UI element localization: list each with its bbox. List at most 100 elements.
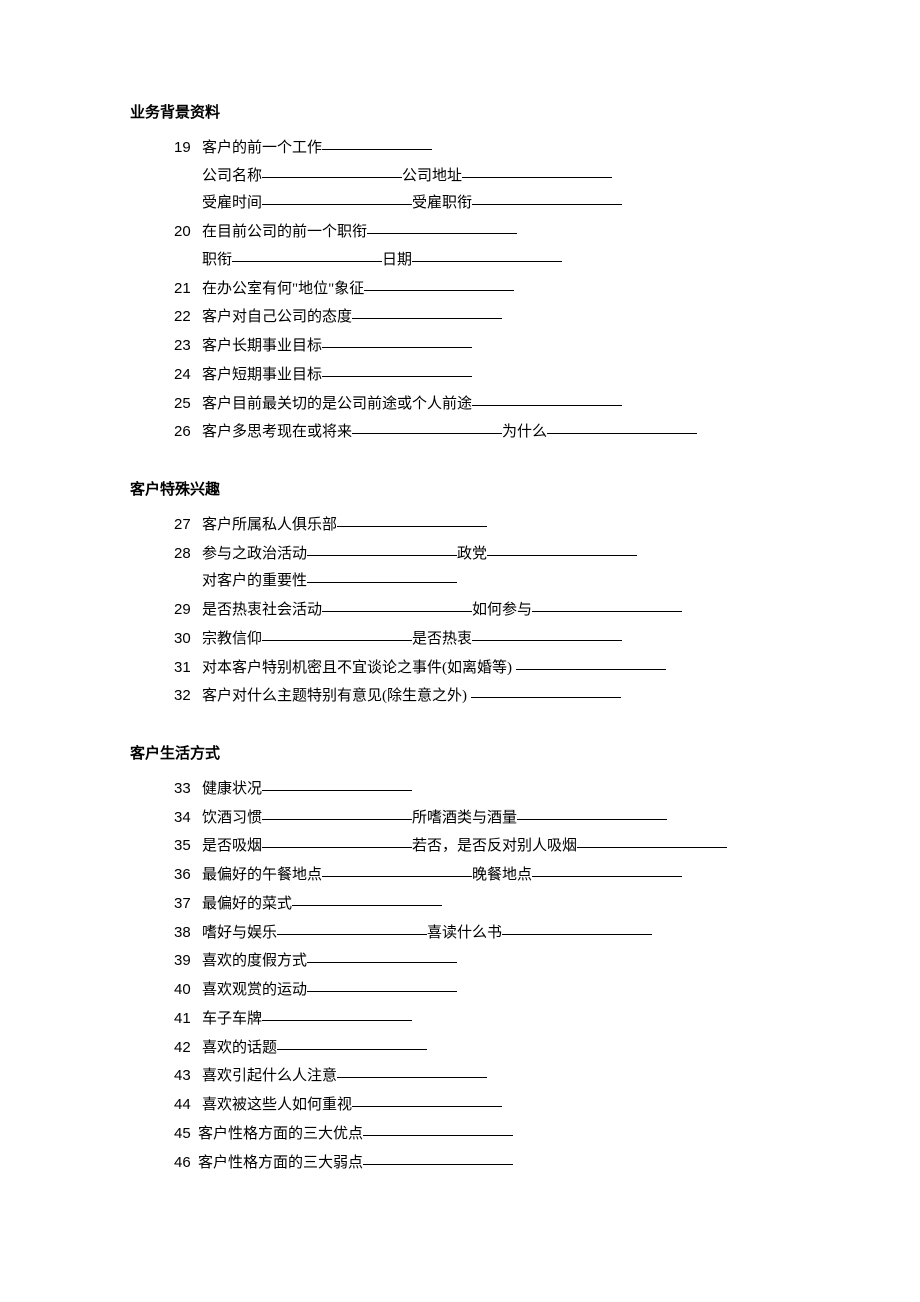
field-label: 车子车牌 xyxy=(202,1011,262,1027)
blank-line xyxy=(322,862,472,877)
blank-line xyxy=(462,163,612,178)
item-number: 30 xyxy=(174,625,202,653)
item-content: 宗教信仰是否热衷 xyxy=(202,626,800,654)
blank-line xyxy=(307,541,457,556)
item-number: 34 xyxy=(174,804,202,832)
item-row: 39喜欢的度假方式 xyxy=(174,947,800,976)
sub-row: 对客户的重要性 xyxy=(174,568,800,596)
blank-line xyxy=(262,190,412,205)
item-number: 37 xyxy=(174,890,202,918)
blank-line xyxy=(472,391,622,406)
item-number: 24 xyxy=(174,361,202,389)
field-label: 喜欢被这些人如何重视 xyxy=(202,1097,352,1113)
field-label: 如何参与 xyxy=(472,602,532,618)
item-row: 34饮酒习惯所嗜酒类与酒量 xyxy=(174,804,800,833)
item-row: 28参与之政治活动政党 xyxy=(174,540,800,569)
item-content: 在办公室有何"地位"象征 xyxy=(202,276,800,304)
blank-line xyxy=(472,626,622,641)
field-label: 客户对自己公司的态度 xyxy=(202,309,352,325)
item-number: 43 xyxy=(174,1062,202,1090)
item-content: 饮酒习惯所嗜酒类与酒量 xyxy=(202,805,800,833)
blank-line xyxy=(471,683,621,698)
blank-line xyxy=(532,597,682,612)
field-label: 健康状况 xyxy=(202,781,262,797)
item-number: 44 xyxy=(174,1091,202,1119)
item-row: 35是否吸烟若否，是否反对别人吸烟 xyxy=(174,832,800,861)
section-heading: 客户生活方式 xyxy=(130,741,800,769)
blank-line xyxy=(262,833,412,848)
field-label: 是否热衷社会活动 xyxy=(202,602,322,618)
field-label: 客户目前最关切的是公司前途或个人前途 xyxy=(202,396,472,412)
blank-line xyxy=(502,920,652,935)
field-label: 客户性格方面的三大弱点 xyxy=(198,1155,363,1171)
item-list: 19客户的前一个工作公司名称公司地址受雇时间受雇职衔20在目前公司的前一个职衔职… xyxy=(130,134,800,447)
item-content: 喜欢的度假方式 xyxy=(202,948,800,976)
blank-line xyxy=(322,135,432,150)
item-number: 45 xyxy=(174,1120,198,1148)
item-content: 客户性格方面的三大弱点 xyxy=(198,1150,800,1178)
field-label: 客户所属私人俱乐部 xyxy=(202,517,337,533)
item-number: 33 xyxy=(174,775,202,803)
field-label: 最偏好的菜式 xyxy=(202,896,292,912)
blank-line xyxy=(363,1121,513,1136)
item-content: 在目前公司的前一个职衔 xyxy=(202,219,800,247)
item-row: 22客户对自己公司的态度 xyxy=(174,303,800,332)
item-number: 32 xyxy=(174,682,202,710)
item-row: 21在办公室有何"地位"象征 xyxy=(174,275,800,304)
blank-line xyxy=(363,1150,513,1165)
item-number: 26 xyxy=(174,418,202,446)
sub-row: 职衔日期 xyxy=(174,247,800,275)
item-row: 29是否热衷社会活动如何参与 xyxy=(174,596,800,625)
blank-line xyxy=(277,920,427,935)
item-number: 40 xyxy=(174,976,202,1004)
field-label: 为什么 xyxy=(502,424,547,440)
item-row: 26客户多思考现在或将来为什么 xyxy=(174,418,800,447)
field-label: 客户长期事业目标 xyxy=(202,338,322,354)
blank-line xyxy=(262,805,412,820)
item-row: 45客户性格方面的三大优点 xyxy=(174,1120,800,1149)
item-number: 39 xyxy=(174,947,202,975)
item-content: 客户短期事业目标 xyxy=(202,362,800,390)
item-number: 25 xyxy=(174,390,202,418)
field-label: 嗜好与娱乐 xyxy=(202,925,277,941)
item-content: 客户的前一个工作 xyxy=(202,135,800,163)
item-row: 32客户对什么主题特别有意见(除生意之外) xyxy=(174,682,800,711)
item-content: 喜欢观赏的运动 xyxy=(202,977,800,1005)
item-number: 41 xyxy=(174,1005,202,1033)
item-content: 喜欢的话题 xyxy=(202,1035,800,1063)
blank-line xyxy=(307,948,457,963)
item-number: 20 xyxy=(174,218,202,246)
item-content: 是否热衷社会活动 如何参与 xyxy=(202,597,800,625)
field-label: 参与之政治活动 xyxy=(202,546,307,562)
field-label: 宗教信仰 xyxy=(202,631,262,647)
item-content: 参与之政治活动 政党 xyxy=(202,541,800,569)
item-row: 37最偏好的菜式 xyxy=(174,890,800,919)
blank-line xyxy=(277,1035,427,1050)
field-label: 喜欢观赏的运动 xyxy=(202,982,307,998)
item-row: 44喜欢被这些人如何重视 xyxy=(174,1091,800,1120)
field-label: 喜欢引起什么人注意 xyxy=(202,1068,337,1084)
item-content: 车子车牌 xyxy=(202,1006,800,1034)
section-heading: 客户特殊兴趣 xyxy=(130,477,800,505)
blank-line xyxy=(322,362,472,377)
item-number: 23 xyxy=(174,332,202,360)
blank-line xyxy=(577,833,727,848)
item-content: 客户对自己公司的态度 xyxy=(202,304,800,332)
blank-line xyxy=(412,247,562,262)
item-row: 36最偏好的午餐地点晚餐地点 xyxy=(174,861,800,890)
item-row: 19客户的前一个工作 xyxy=(174,134,800,163)
item-row: 33健康状况 xyxy=(174,775,800,804)
item-row: 31对本客户特别机密且不宜谈论之事件(如离婚等) xyxy=(174,654,800,683)
item-content: 是否吸烟若否，是否反对别人吸烟 xyxy=(202,833,800,861)
blank-line xyxy=(262,626,412,641)
field-label: 对本客户特别机密且不宜谈论之事件(如离婚等) xyxy=(202,660,516,676)
field-label: 政党 xyxy=(457,546,487,562)
field-label: 晚餐地点 xyxy=(472,867,532,883)
field-label: 在办公室有何"地位"象征 xyxy=(202,281,364,297)
item-list: 33健康状况34饮酒习惯所嗜酒类与酒量35是否吸烟若否，是否反对别人吸烟36最偏… xyxy=(130,775,800,1178)
item-number: 27 xyxy=(174,511,202,539)
item-row: 42喜欢的话题 xyxy=(174,1034,800,1063)
blank-line xyxy=(352,1092,502,1107)
item-number: 46 xyxy=(174,1149,198,1177)
item-number: 42 xyxy=(174,1034,202,1062)
